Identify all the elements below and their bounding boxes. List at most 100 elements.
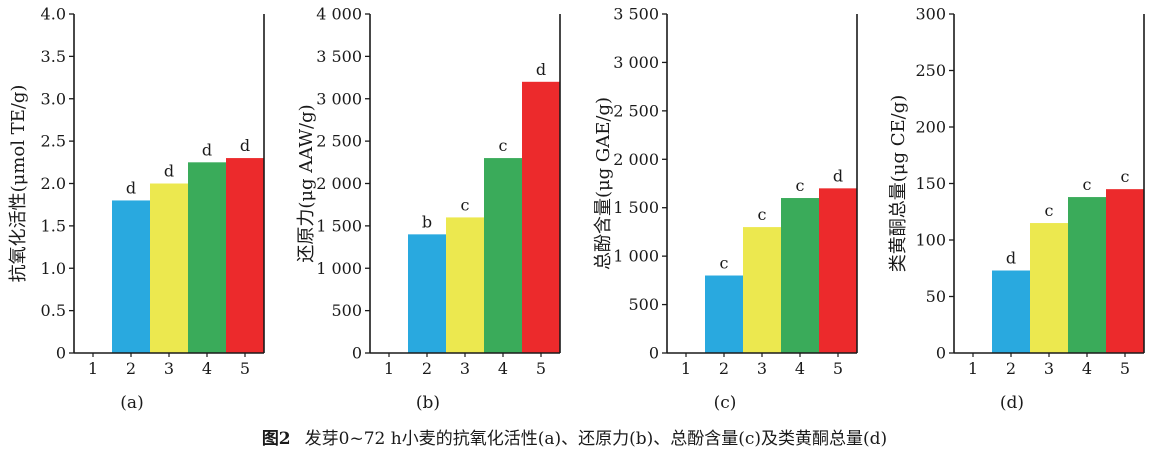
- x-tick-label: 2: [719, 359, 729, 378]
- bar-4: [188, 162, 226, 353]
- bar-3: [1030, 223, 1068, 353]
- significance-letter: d: [536, 60, 546, 79]
- significance-letter: c: [499, 136, 508, 155]
- y-tick-label: 50: [926, 287, 946, 306]
- x-tick-label: 5: [536, 359, 546, 378]
- y-tick-label: 0: [936, 344, 946, 363]
- y-tick-label: 0: [352, 344, 362, 363]
- bar-3: [743, 227, 781, 353]
- y-tick-label: 4.0: [41, 5, 66, 24]
- y-tick-label: 0: [649, 344, 659, 363]
- panel-label: (c): [714, 393, 737, 413]
- y-axis-title: 类黄酮总量(μg CE/g): [888, 95, 909, 273]
- significance-letter: c: [1121, 167, 1130, 186]
- x-tick-label: 1: [968, 359, 978, 378]
- bar-4: [1068, 197, 1106, 353]
- y-tick-label: 2 500: [613, 101, 659, 120]
- bar-4: [781, 198, 819, 353]
- y-axis-title: 还原力(μg AAW/g): [296, 104, 317, 262]
- bar-2: [408, 234, 446, 353]
- y-tick-label: 1 500: [613, 198, 659, 217]
- y-tick-label: 1.0: [41, 259, 66, 278]
- bar-5: [226, 158, 264, 353]
- chart-panel-1: d d d d 0 0.5 1.0 1.5 2.0 2.5 3.0 3.5 4.0 1 2 3 4 5 抗氧化活性(…: [8, 5, 265, 413]
- significance-letter: c: [796, 176, 805, 195]
- figure-caption-text: 发芽0~72 h小麦的抗氧化活性(a)、还原力(b)、总酚含量(c)及类黄酮总量…: [304, 429, 888, 449]
- significance-letter: d: [164, 162, 174, 181]
- y-tick-label: 100: [915, 231, 946, 250]
- y-tick-label: 3 500: [613, 5, 659, 24]
- bar-3: [150, 183, 188, 353]
- significance-letter: c: [758, 205, 767, 224]
- x-tick-label: 3: [164, 359, 174, 378]
- bar-2: [705, 275, 743, 353]
- chart-panel-2: b c c d 0 500 1 000 1 500 2 000 2 500 3 000 3 500 4 …: [296, 5, 561, 413]
- chart-panel-4: d c c c 0 50 100 150 200 250 300 1 2 3 4 5 类黄酮总量(μg CE/g…: [888, 5, 1145, 413]
- x-tick-label: 3: [757, 359, 767, 378]
- bar-2: [112, 200, 150, 353]
- chart-panel-3: c c c d 0 500 1 000 1 500 2 000 2 500 3 000 3 500 1 2…: [593, 5, 858, 413]
- y-tick-label: 1 000: [613, 247, 659, 266]
- panel-label: (d): [1000, 393, 1024, 413]
- significance-letter: d: [833, 166, 843, 185]
- y-tick-label: 0.5: [41, 301, 66, 320]
- x-tick-label: 5: [240, 359, 250, 378]
- y-tick-label: 1 500: [316, 216, 362, 235]
- y-tick-label: 150: [915, 174, 946, 193]
- significance-letter: b: [422, 212, 432, 231]
- y-tick-label: 500: [331, 301, 362, 320]
- y-tick-label: 3.5: [41, 47, 66, 66]
- y-tick-label: 500: [628, 295, 659, 314]
- significance-letter: c: [1083, 175, 1092, 194]
- y-tick-label: 2.5: [41, 132, 66, 151]
- x-tick-label: 1: [681, 359, 691, 378]
- y-axis-title: 总酚含量(μg GAE/g): [593, 97, 614, 270]
- x-tick-label: 2: [422, 359, 432, 378]
- bar-3: [446, 217, 484, 353]
- x-tick-label: 1: [88, 359, 98, 378]
- x-tick-label: 4: [202, 359, 212, 378]
- x-tick-label: 4: [498, 359, 508, 378]
- y-tick-label: 1.5: [41, 216, 66, 235]
- bar-2: [992, 270, 1030, 353]
- y-tick-label: 2.0: [41, 174, 66, 193]
- panel-label: (a): [120, 393, 143, 413]
- y-tick-label: 0: [56, 344, 66, 363]
- y-tick-label: 3 000: [316, 89, 362, 108]
- x-tick-label: 3: [1044, 359, 1054, 378]
- x-tick-label: 3: [460, 359, 470, 378]
- y-tick-label: 300: [915, 5, 946, 24]
- panel-label: (b): [416, 393, 440, 413]
- x-tick-label: 4: [795, 359, 805, 378]
- y-tick-label: 200: [915, 118, 946, 137]
- x-tick-label: 2: [1006, 359, 1016, 378]
- bar-5: [1106, 189, 1144, 353]
- y-tick-label: 3 500: [316, 47, 362, 66]
- bar-4: [484, 158, 522, 353]
- significance-letter: d: [126, 178, 136, 197]
- significance-letter: d: [202, 140, 212, 159]
- bar-5: [522, 81, 560, 354]
- y-tick-label: 2 000: [316, 174, 362, 193]
- figure-caption-label: 图2: [261, 429, 291, 449]
- x-tick-label: 4: [1082, 359, 1092, 378]
- y-tick-label: 2 000: [613, 150, 659, 169]
- significance-letter: d: [240, 136, 250, 155]
- y-tick-label: 250: [915, 61, 946, 80]
- figure-caption: 图2 发芽0~72 h小麦的抗氧化活性(a)、还原力(b)、总酚含量(c)及类黄酮…: [0, 424, 1149, 449]
- significance-letter: c: [461, 195, 470, 214]
- significance-letter: d: [1006, 249, 1016, 268]
- y-tick-label: 2 500: [316, 132, 362, 151]
- x-tick-label: 2: [126, 359, 136, 378]
- y-tick-label: 1 000: [316, 259, 362, 278]
- y-axis-title: 抗氧化活性(μmol TE/g): [8, 85, 29, 283]
- y-tick-label: 3 000: [613, 53, 659, 72]
- bar-5: [819, 188, 857, 353]
- x-tick-label: 5: [1120, 359, 1130, 378]
- significance-letter: c: [720, 254, 729, 273]
- x-tick-label: 5: [833, 359, 843, 378]
- y-tick-label: 4 000: [316, 5, 362, 24]
- y-tick-label: 3.0: [41, 89, 66, 108]
